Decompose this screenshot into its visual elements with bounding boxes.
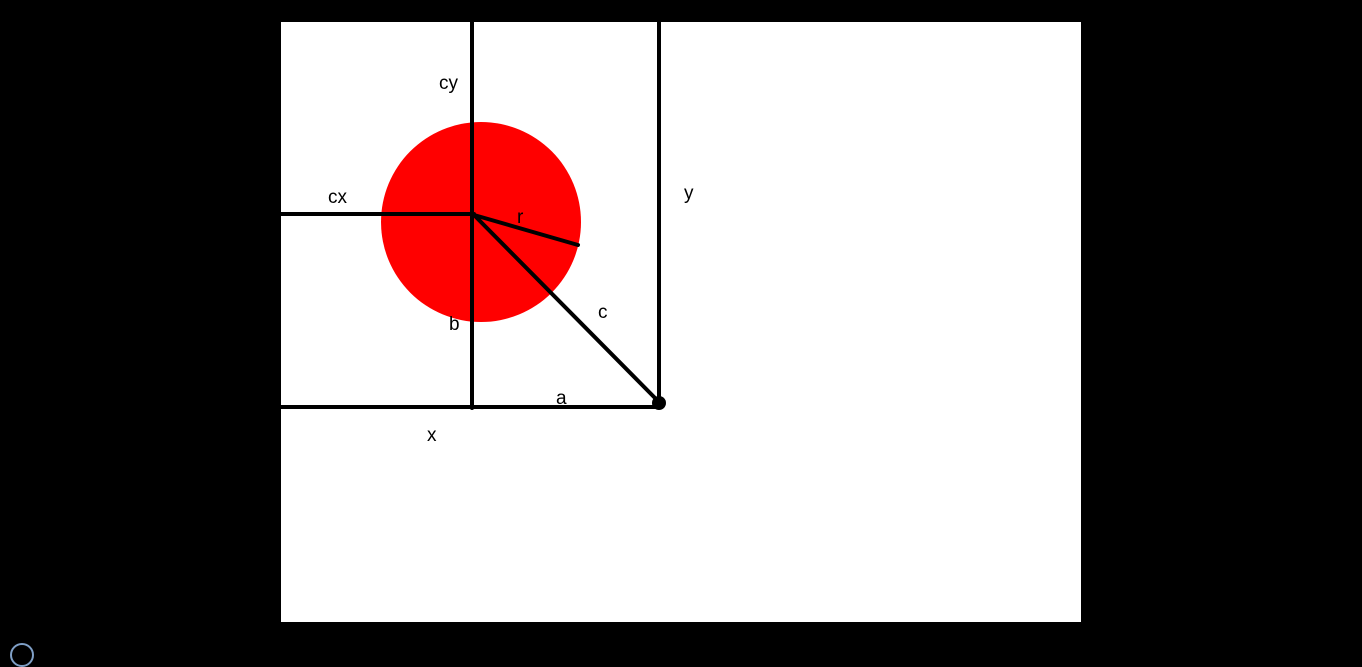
taskbar-orb-icon: [10, 643, 34, 667]
drawing-canvas: [281, 22, 1081, 622]
radius-line: [472, 213, 580, 247]
label-r: r: [517, 207, 524, 228]
hypotenuse-line: [472, 213, 659, 402]
point-marker: [652, 396, 666, 410]
label-b: b: [449, 314, 460, 335]
label-a: a: [556, 388, 567, 409]
label-c: c: [598, 302, 608, 323]
label-y: y: [684, 183, 694, 204]
distance-diagram: cy cx r y c b a x: [328, 73, 694, 446]
label-x: x: [427, 425, 437, 446]
label-cy: cy: [439, 73, 459, 94]
window-background: cy cx r y c b a x: [10, 22, 1081, 667]
label-cx: cx: [328, 187, 348, 208]
